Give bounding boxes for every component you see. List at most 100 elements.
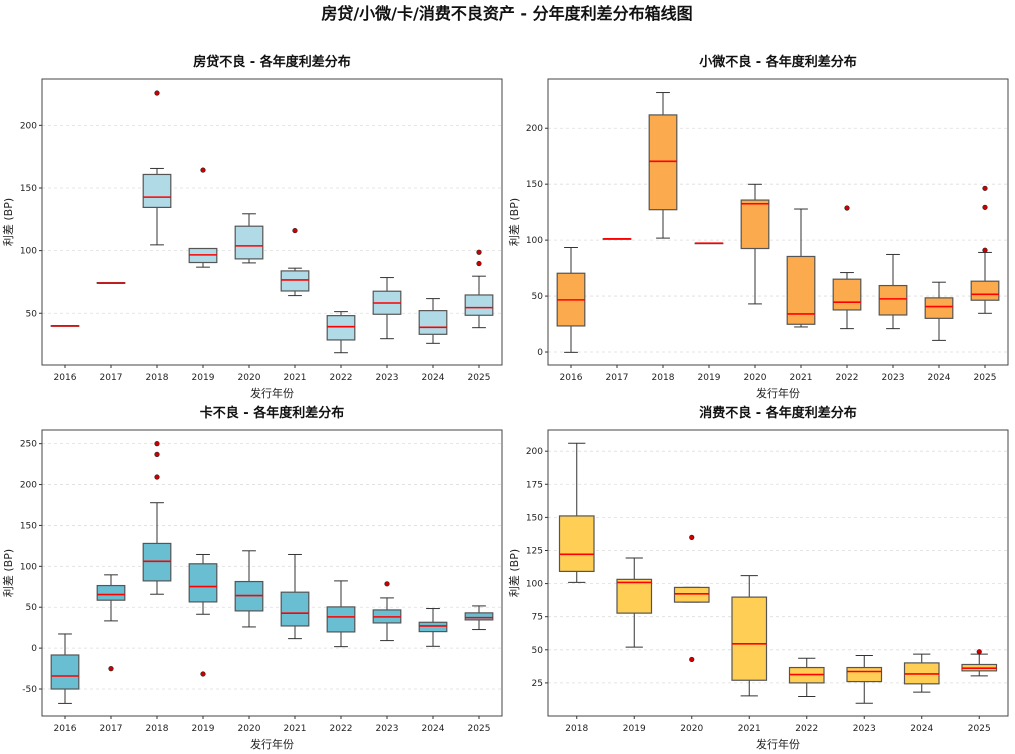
subplot-2: 小微不良 - 各年度利差分布 0 50 100 150 200 2016 2017 2018 20…: [507, 54, 1009, 400]
x-tick-label: 2018: [565, 724, 588, 734]
axes-frame: [547, 78, 1009, 366]
box-iqr: [464, 294, 494, 316]
x-tick-label: 2020: [680, 724, 703, 734]
x-tick-label: 2018: [652, 373, 675, 383]
box-2024: [903, 653, 940, 693]
outlier-point: [154, 441, 160, 447]
box-iqr: [326, 315, 356, 341]
outlier-point: [200, 167, 206, 173]
box-iqr: [464, 612, 494, 621]
x-tick-label: 2019: [623, 724, 646, 734]
box-iqr: [832, 278, 862, 311]
box-iqr: [924, 297, 954, 319]
x-tick-label: 2025: [468, 373, 491, 383]
box-2020: [234, 213, 264, 264]
subplot-title: 小微不良 - 各年度利差分布: [699, 54, 856, 70]
x-tick-label: 2019: [192, 724, 215, 734]
box-2018: [558, 442, 595, 583]
y-tick-label: 25: [532, 679, 543, 689]
x-tick-label: 2024: [910, 724, 933, 734]
outlier-point: [976, 649, 982, 655]
y-tick-label: 100: [20, 562, 37, 572]
x-tick-label: 2020: [238, 373, 261, 383]
box-2018: [142, 90, 172, 246]
y-axis-label: 利差 (BP): [507, 549, 521, 597]
x-tick-label: 2024: [928, 373, 951, 383]
y-axis-label: 利差 (BP): [507, 198, 521, 246]
box-2016: [50, 324, 80, 327]
box-2022: [832, 205, 862, 330]
y-tick-label: 50: [532, 292, 544, 302]
subplot-1: 房贷不良 - 各年度利差分布 50 100 150 200 2016 2017 2018 201…: [1, 54, 503, 400]
y-tick-label: 0: [31, 644, 37, 654]
x-tick-label: 2020: [238, 724, 261, 734]
box-iqr: [142, 173, 172, 209]
box-2023: [372, 581, 402, 642]
y-tick-label: 100: [20, 247, 37, 257]
x-tick-label: 2020: [744, 373, 767, 383]
box-iqr: [648, 114, 678, 211]
outlier-point: [689, 534, 695, 540]
subplot-title: 卡不良 - 各年度利差分布: [200, 405, 344, 421]
box-iqr: [188, 563, 218, 603]
box-iqr: [846, 666, 883, 683]
box-2023: [372, 277, 402, 340]
box-2017: [96, 574, 126, 672]
box-2019: [616, 557, 653, 648]
x-tick-label: 2024: [422, 373, 445, 383]
box-2023: [846, 654, 883, 704]
box-iqr: [280, 270, 310, 292]
x-tick-label: 2022: [795, 724, 818, 734]
box-iqr: [616, 578, 653, 614]
x-tick-label: 2022: [330, 724, 353, 734]
box-iqr: [731, 596, 768, 681]
x-axis-label: 发行年份: [250, 386, 294, 400]
outlier-point: [384, 581, 390, 587]
y-tick-label: 175: [526, 480, 543, 490]
box-iqr: [50, 654, 80, 690]
x-tick-label: 2022: [330, 373, 353, 383]
box-iqr: [970, 280, 1000, 301]
outlier-point: [476, 260, 482, 267]
outlier-point: [689, 656, 695, 663]
box-iqr: [878, 284, 908, 316]
box-2021: [280, 227, 310, 297]
outlier-point: [982, 247, 988, 253]
box-iqr: [234, 225, 264, 260]
y-tick-label: 125: [526, 546, 543, 556]
x-tick-label: 2021: [790, 373, 813, 383]
box-2024: [418, 608, 448, 647]
box-iqr: [142, 542, 172, 582]
x-tick-label: 2024: [422, 724, 445, 734]
box-2018: [648, 92, 678, 239]
x-tick-label: 2022: [836, 373, 859, 383]
x-tick-label: 2018: [146, 373, 169, 383]
x-tick-label: 2019: [698, 373, 721, 383]
x-tick-label: 2017: [100, 373, 123, 383]
outlier-point: [982, 204, 988, 210]
y-tick-label: 150: [20, 521, 37, 531]
x-tick-label: 2019: [192, 373, 215, 383]
box-2024: [418, 298, 448, 344]
outlier-point: [292, 227, 298, 234]
box-iqr: [96, 584, 126, 601]
y-tick-label: 150: [526, 180, 543, 190]
y-tick-label: 250: [20, 440, 37, 450]
y-tick-label: 200: [20, 481, 37, 491]
y-tick-label: 0: [537, 348, 543, 358]
subplot-4: 消费不良 - 各年度利差分布 25 50 75 100 125 150 175 200 2018 2…: [507, 405, 1009, 751]
box-2017: [96, 281, 126, 284]
subplot-title: 房贷不良 - 各年度利差分布: [193, 54, 350, 70]
box-iqr: [418, 621, 448, 633]
y-tick-label: 200: [526, 124, 543, 134]
x-axis-label: 发行年份: [756, 386, 800, 400]
x-tick-label: 2017: [606, 373, 629, 383]
box-2025: [464, 249, 494, 329]
box-2022: [788, 657, 825, 698]
x-tick-label: 2025: [974, 373, 997, 383]
box-iqr: [740, 199, 770, 250]
y-tick-label: 200: [20, 121, 37, 131]
x-tick-label: 2025: [468, 724, 491, 734]
subplot-3: 卡不良 - 各年度利差分布 -50 0 50 100 150 200 250 2016 2017 2…: [1, 405, 503, 751]
